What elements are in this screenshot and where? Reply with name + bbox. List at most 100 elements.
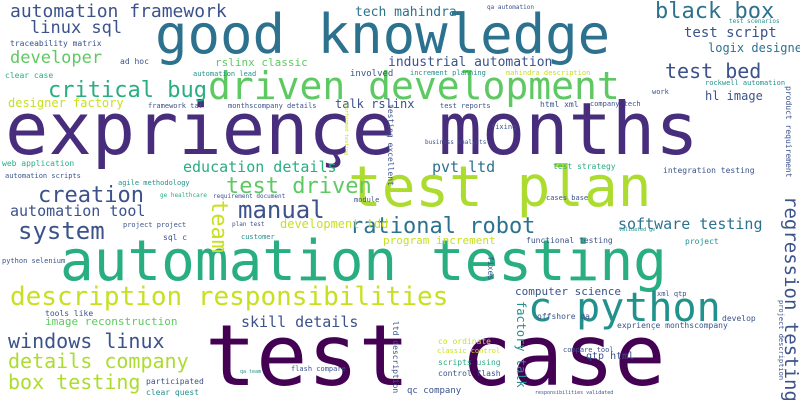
word: computer science	[515, 285, 621, 298]
word: html xml	[540, 100, 579, 109]
word: manual	[238, 196, 325, 224]
word: image reconstruction	[45, 315, 178, 328]
word: ge healthcare	[160, 192, 207, 199]
word: classic control	[437, 347, 501, 355]
word: fixes	[486, 256, 495, 281]
word: mahindra description	[506, 69, 591, 77]
word: co ordinate	[438, 337, 491, 346]
word: project	[685, 237, 719, 246]
word: hl image	[705, 89, 763, 103]
word: traceability matrix	[10, 39, 102, 48]
word: responsibilities validated	[535, 390, 614, 396]
word: creation	[38, 183, 144, 208]
word: web application	[2, 159, 75, 168]
word: cases base	[546, 194, 589, 202]
word: qa team	[240, 369, 262, 375]
word: automation lead	[193, 70, 257, 78]
word: offshore qa	[537, 312, 590, 321]
word: team	[206, 200, 231, 253]
word: monthscompany details	[228, 102, 317, 110]
word: module	[354, 196, 380, 204]
word: framework taf	[148, 102, 203, 110]
word: involved	[350, 69, 394, 79]
word: linux sql	[30, 18, 123, 38]
word: test bed	[665, 59, 762, 83]
word: software testing	[618, 215, 763, 233]
word: functional testing	[526, 236, 613, 245]
word: test plan	[348, 155, 652, 220]
word: developer	[10, 48, 103, 68]
word: increment planning	[410, 69, 486, 77]
word: windows linux	[8, 329, 165, 353]
word: program increment	[383, 234, 496, 247]
word: pvt ltd	[432, 158, 496, 176]
word: agile methodology	[118, 179, 190, 187]
word: details company	[8, 349, 189, 373]
word: product requirement	[784, 86, 793, 178]
word: black box	[655, 0, 775, 24]
word: factory talk	[514, 301, 528, 388]
word: test scenarios	[729, 18, 780, 25]
word: test script	[684, 25, 777, 41]
word: rslinx classic	[215, 56, 308, 69]
word: qa automation	[487, 4, 534, 11]
word: automation testing	[60, 229, 667, 294]
word: automation tool	[10, 202, 146, 220]
word: xml qtp	[657, 290, 687, 298]
word: work	[652, 88, 669, 96]
word: designer factory	[8, 96, 124, 110]
word: driven development	[208, 64, 620, 108]
word: ad hoc	[120, 57, 149, 66]
word: automation scripts	[5, 172, 81, 180]
word: customer	[241, 233, 275, 241]
word: clear quest	[146, 388, 199, 397]
word: qtp html	[586, 351, 635, 362]
word: expriençe months	[5, 87, 699, 171]
word: business analysts	[425, 139, 487, 146]
word: performed testing	[343, 104, 349, 156]
word: test driven	[226, 174, 372, 199]
word: rockwell automation	[705, 79, 786, 87]
word: clear case	[5, 71, 54, 80]
word: expriençe monthscompany	[617, 321, 728, 330]
word: ltd description	[391, 321, 400, 394]
word: project project	[123, 221, 187, 229]
word: critical bug	[48, 78, 207, 103]
word: qc company	[407, 386, 462, 396]
word: participated	[146, 377, 204, 386]
word: logix designer	[708, 41, 800, 55]
word: compare tool	[563, 346, 614, 354]
word: skill details	[241, 313, 359, 331]
word: sql c	[163, 233, 188, 242]
word: development tdd	[280, 217, 389, 231]
word: tech mahindra	[355, 5, 457, 20]
word: good knowledge	[155, 3, 611, 66]
word: tools like	[45, 309, 94, 318]
word: scripts using	[438, 358, 501, 367]
word: talk rslinx	[335, 97, 415, 111]
word: company tech	[590, 100, 641, 108]
word: test case	[205, 307, 666, 400]
word: industrial automation	[388, 55, 553, 70]
word: c python	[528, 285, 721, 331]
word: plan test	[232, 221, 265, 228]
word: rational robot	[350, 214, 536, 239]
word: fixing	[491, 123, 517, 131]
word: box testing	[8, 370, 141, 394]
word: flash compare	[291, 365, 346, 373]
word: validated ge	[619, 227, 656, 233]
word: system	[18, 217, 105, 245]
word: test strategy	[553, 162, 616, 171]
word: automation framework	[10, 1, 227, 22]
word: requirement document	[213, 193, 286, 200]
word: integration testing	[663, 166, 755, 175]
word: python selenium	[2, 257, 66, 265]
word: project description	[777, 300, 785, 381]
word: control flash	[438, 369, 501, 378]
word: develop	[722, 314, 756, 323]
word: testing excellent	[386, 104, 395, 186]
word: description responsibilities	[10, 282, 449, 312]
word: test reports	[440, 102, 491, 110]
word: education details	[183, 158, 337, 176]
